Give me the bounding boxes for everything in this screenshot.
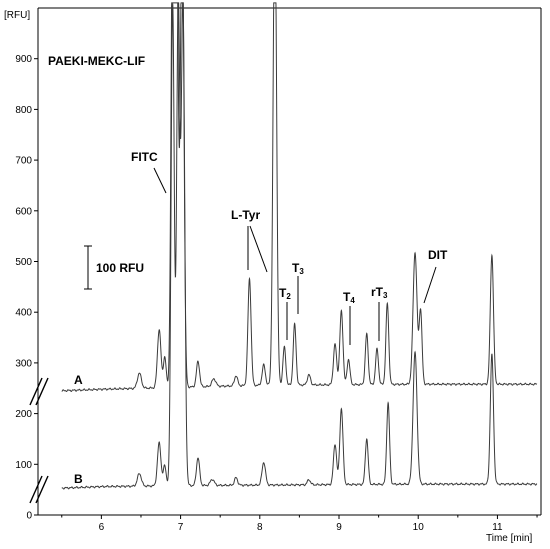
annotation-fitc: FITC	[131, 150, 167, 194]
trace-series-b	[61, 2, 538, 490]
annotation-dit: DIT	[423, 248, 448, 304]
annotation-dit-pointer	[423, 266, 437, 304]
traces	[61, 2, 538, 490]
annotation-t4: T4	[343, 290, 355, 345]
series-b-label: B	[74, 472, 83, 486]
y-tick-label: 600	[15, 206, 32, 217]
annotation-dit-label: DIT	[428, 248, 448, 262]
annotation-t3-label: T3	[292, 261, 304, 276]
x-tick-label: 9	[336, 522, 342, 533]
x-tick-label: 10	[413, 522, 425, 533]
y-axis-label: [RFU]	[4, 10, 30, 21]
x-tick-label: 11	[492, 522, 503, 533]
annotation-fitc-pointer	[153, 167, 167, 194]
y-tick-label: 100	[15, 460, 32, 471]
annotation-l-tyr-label: L-Tyr	[231, 208, 260, 222]
y-tick-label: 900	[15, 54, 32, 65]
y-tick-label: 400	[15, 308, 32, 319]
y-tick-label: 0	[26, 511, 32, 522]
annotation-t4-label: T4	[343, 290, 355, 305]
y-ticks: 0 100 200 300 400 500 600 700 800 900	[15, 54, 38, 522]
annotation-l-tyr: L-Tyr	[231, 208, 268, 273]
annotation-t2-label: T2	[279, 286, 291, 301]
x-tick-label: 8	[257, 522, 263, 533]
annotation-rt3-label: rT3	[371, 285, 388, 300]
scale-bar: 100 RFU	[84, 245, 144, 290]
y-tick-label: 200	[15, 409, 32, 420]
y-tick-label: 700	[15, 156, 32, 167]
series-b-label-group: B	[29, 472, 83, 504]
annotation-rt3: rT3	[371, 285, 388, 341]
x-tick-label: 7	[178, 522, 184, 533]
x-axis-label: Time [min]	[486, 533, 533, 544]
x-tick-label: 6	[99, 522, 105, 533]
annotation-l-tyr-pointer-2	[249, 225, 268, 273]
series-a-label-group: A	[29, 373, 83, 406]
y-tick-label: 300	[15, 358, 32, 369]
annotation-t2: T2	[279, 286, 291, 340]
annotation-fitc-label: FITC	[131, 150, 158, 164]
y-tick-label: 800	[15, 105, 32, 116]
y-tick-label: 500	[15, 257, 32, 268]
x-ticks: 6 7 8 9 10 11	[61, 515, 538, 533]
chart-title: PAEKI-MEKC-LIF	[48, 54, 145, 68]
trace-series-a	[61, 2, 538, 393]
scale-bar-label: 100 RFU	[96, 261, 144, 275]
annotation-t3: T3	[292, 261, 304, 314]
series-a-label: A	[74, 373, 83, 387]
